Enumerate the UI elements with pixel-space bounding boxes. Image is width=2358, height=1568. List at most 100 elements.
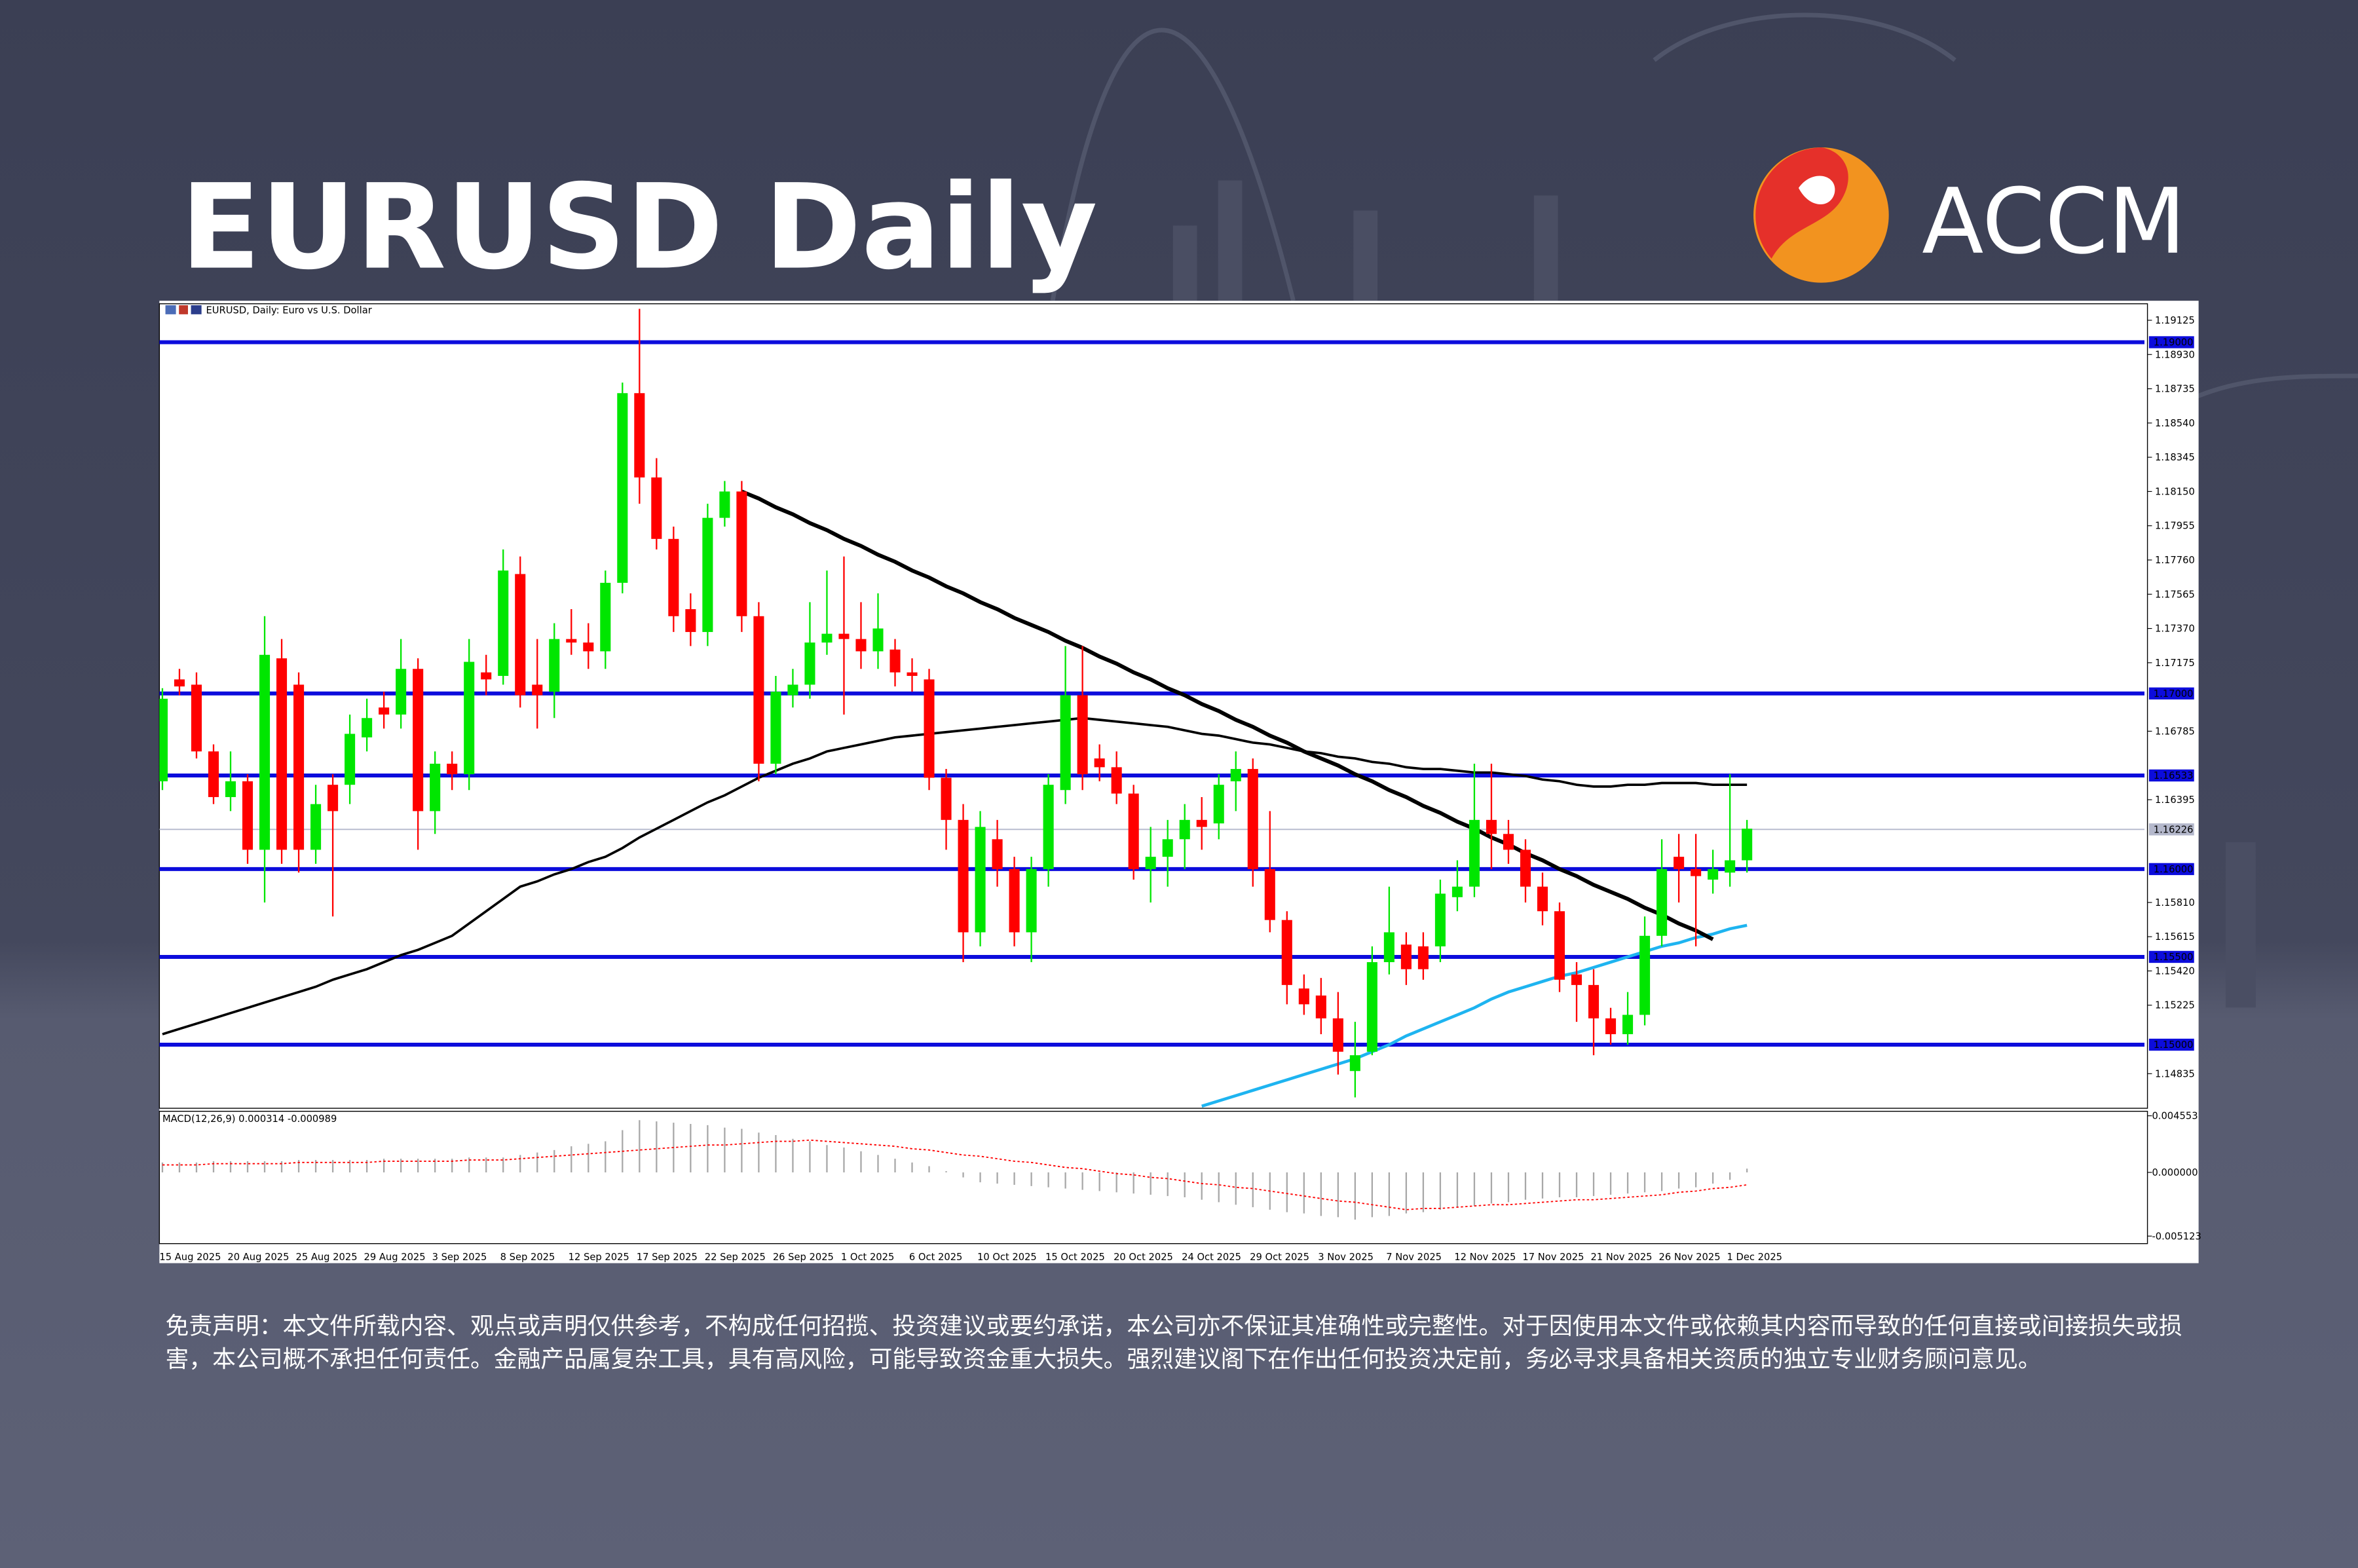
logo: ACCM	[1753, 147, 2186, 283]
x-tick-label: 29 Oct 2025	[1250, 1252, 1309, 1263]
candle-body	[889, 649, 901, 673]
axes: 1.19125 1.18930 1.18735 1.18540 1.18345 1.181…	[159, 315, 2201, 1263]
level-label: 1.17000	[2154, 688, 2194, 700]
candle-body	[1451, 886, 1463, 897]
candle-body	[1162, 839, 1173, 857]
candle-body	[1145, 857, 1156, 869]
candle-body	[328, 785, 339, 812]
candle-body	[1520, 849, 1531, 887]
trendline	[741, 489, 1714, 941]
x-tick-label: 15 Aug 2025	[159, 1252, 221, 1263]
y-tick-label: 1.16395	[2155, 794, 2195, 806]
x-tick-label: 17 Sep 2025	[637, 1252, 698, 1263]
moving-average	[1201, 924, 1748, 1108]
y-tick-label: 1.16785	[2155, 726, 2195, 737]
plot	[159, 308, 2144, 1108]
background-bars	[1172, 180, 2256, 1008]
candle-body	[617, 393, 628, 583]
y-tick-label: 1.15420	[2155, 965, 2195, 977]
y-tick-label: 1.18930	[2155, 349, 2195, 360]
last-price-box	[2148, 823, 2194, 836]
candle-body	[1179, 819, 1190, 840]
candle-body	[821, 633, 833, 643]
level-box	[2148, 336, 2194, 348]
y-tick-label: 1.18150	[2155, 486, 2195, 497]
candle-body	[1554, 911, 1565, 980]
candle-body	[159, 698, 168, 781]
x-tick-label: 1 Dec 2025	[1727, 1252, 1782, 1263]
candle-body	[208, 751, 219, 797]
macd-frame	[159, 1110, 2148, 1244]
candle-body	[1230, 769, 1241, 781]
candle-body	[1111, 767, 1122, 794]
brand: ACCM	[1922, 170, 2186, 274]
chart-icon	[165, 305, 176, 314]
level-box	[2148, 950, 2194, 963]
candle-body	[1486, 819, 1497, 834]
x-tick-label: 25 Aug 2025	[295, 1252, 357, 1263]
y-tick-label: 1.15615	[2155, 931, 2195, 943]
candle-body	[191, 684, 202, 752]
macd-plot	[161, 1120, 1748, 1220]
candle-body	[1315, 995, 1326, 1018]
candle-body	[515, 574, 526, 696]
candle-body	[924, 679, 935, 778]
candle-body	[276, 658, 288, 850]
candle-body	[1383, 932, 1394, 963]
candle-body	[1009, 868, 1020, 933]
candle-body	[1639, 935, 1651, 1015]
candle-body	[1026, 868, 1037, 933]
candle-body	[1434, 893, 1446, 946]
level-label: 1.16533	[2154, 770, 2194, 781]
x-tick-label: 26 Nov 2025	[1658, 1252, 1720, 1263]
candle-body	[1213, 785, 1224, 824]
candle-body	[1588, 984, 1600, 1018]
candle-body	[430, 764, 441, 812]
y-tick-label: 1.17175	[2155, 658, 2195, 669]
candle-body	[583, 643, 594, 652]
level-label: 1.15500	[2154, 952, 2194, 963]
x-tick-label: 12 Sep 2025	[569, 1252, 629, 1263]
candle-body	[1332, 1018, 1343, 1052]
macd-tick-label: -0.005123	[2152, 1231, 2201, 1242]
x-tick-label: 6 Oct 2025	[909, 1252, 962, 1263]
last-price-label: 1.16226	[2154, 824, 2194, 835]
candle-body	[787, 684, 798, 696]
level-box	[2148, 687, 2194, 700]
x-tick-label: 10 Oct 2025	[977, 1252, 1037, 1263]
candle-body	[1298, 988, 1309, 1005]
candle-body	[1349, 1055, 1360, 1072]
x-tick-label: 8 Sep 2025	[500, 1252, 555, 1263]
candle-body	[668, 538, 679, 616]
x-tick-label: 15 Oct 2025	[1045, 1252, 1105, 1263]
x-tick-label: 24 Oct 2025	[1182, 1252, 1241, 1263]
y-tick-label: 1.18540	[2155, 418, 2195, 429]
x-tick-label: 20 Aug 2025	[227, 1252, 289, 1263]
logo-highlight	[1798, 176, 1835, 204]
candle-body	[293, 684, 305, 850]
candle-body	[1128, 793, 1139, 869]
page-title: EURUSD Daily	[181, 160, 1098, 296]
candle-body	[1264, 868, 1275, 920]
candle-body	[685, 609, 696, 632]
candle-body	[464, 662, 475, 775]
chart-icon	[191, 305, 202, 314]
x-tick-label: 26 Sep 2025	[773, 1252, 834, 1263]
candle-body	[566, 639, 577, 643]
macd-tick-label: 0.000000	[2152, 1167, 2198, 1178]
candle-body	[532, 684, 543, 696]
candle-body	[1691, 868, 1702, 876]
candle-body	[804, 643, 815, 685]
candle-body	[838, 633, 850, 639]
candle-body	[992, 839, 1003, 869]
candle-body	[1622, 1015, 1634, 1034]
y-tick-label: 1.14835	[2155, 1068, 2195, 1079]
x-tick-label: 12 Nov 2025	[1454, 1252, 1516, 1263]
chart-title: EURUSD, Daily: Euro vs U.S. Dollar	[206, 305, 373, 316]
y-tick-label: 1.17565	[2155, 589, 2195, 600]
candle-body	[242, 781, 253, 850]
candle-body	[1247, 769, 1258, 869]
